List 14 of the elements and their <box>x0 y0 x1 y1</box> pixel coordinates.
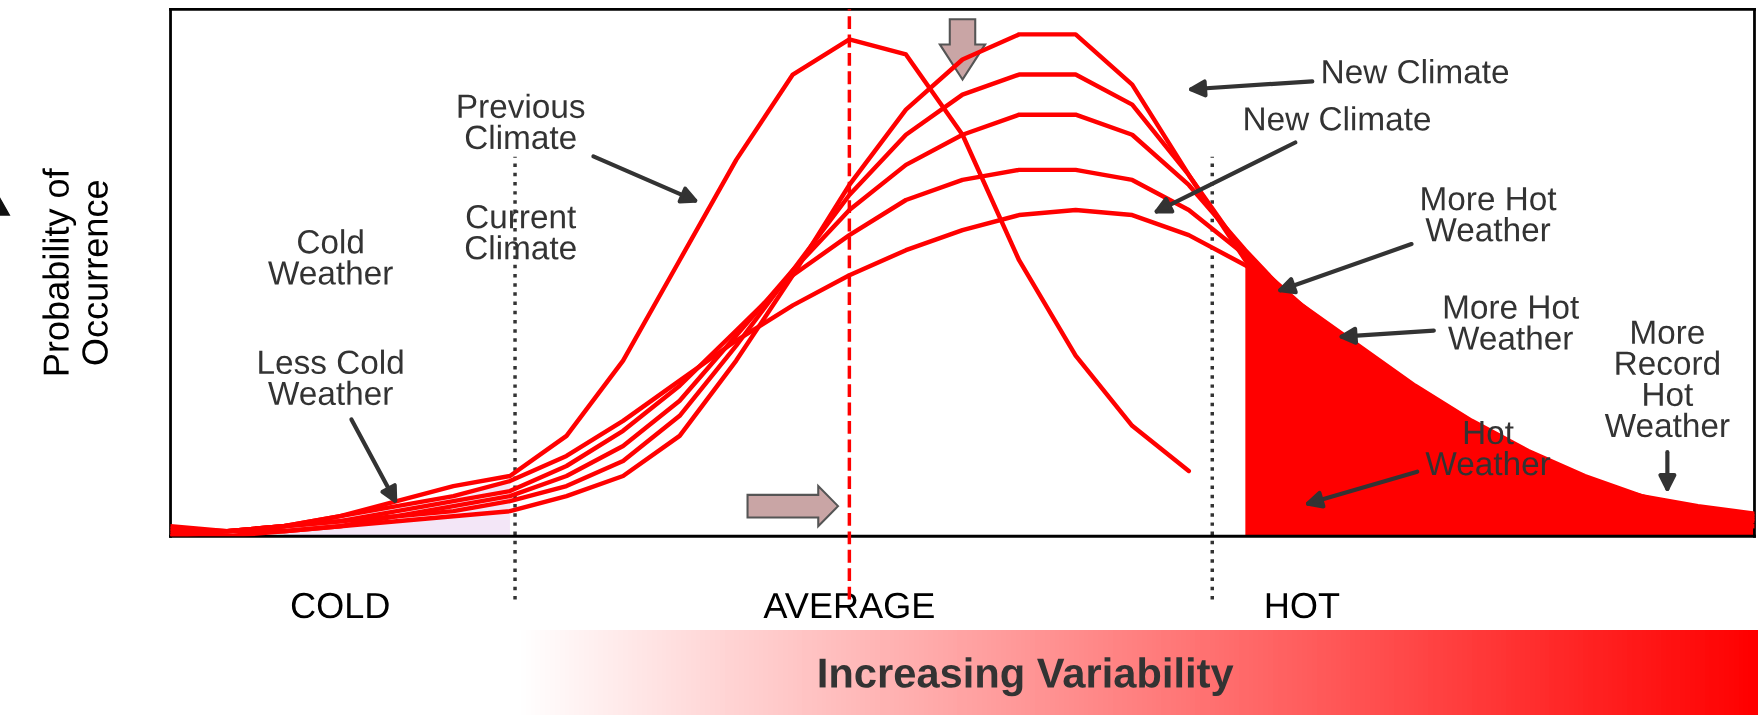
annotation: Less Cold Weather <box>259 349 403 406</box>
annotation: New Climate <box>1245 106 1430 131</box>
y-axis-title: Probability of Occurrence <box>42 168 108 375</box>
annotation: Current Climate <box>465 204 577 260</box>
annotation: More Hot Weather <box>1444 295 1579 350</box>
x-tick-label: AVERAGE <box>763 592 934 619</box>
x-tick-label: HOT <box>1266 592 1340 619</box>
annotation: Cold Weather <box>268 229 393 285</box>
text: Increasing Variability <box>819 657 1234 697</box>
annotation: More Record Hot Weather <box>1604 320 1730 438</box>
annotation: Previous Climate <box>458 93 585 150</box>
x-tick-label: COLD <box>291 592 389 619</box>
annotation: More Hot Weather <box>1422 187 1557 242</box>
annotation: New Climate <box>1323 59 1509 84</box>
